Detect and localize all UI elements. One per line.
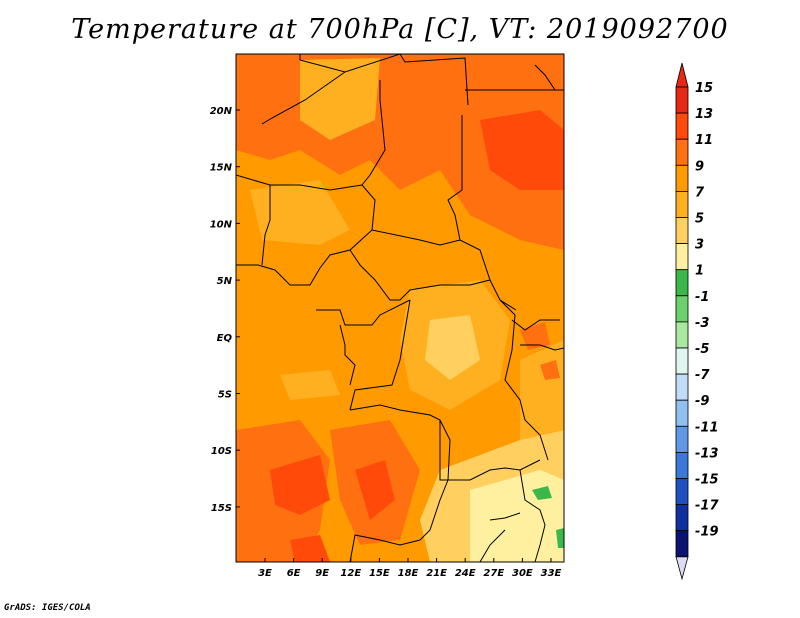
lon-tick-label: 27E xyxy=(483,568,504,579)
map-title: Temperature at 700hPa [C], VT: 201909270… xyxy=(71,14,729,45)
colorbar-label: -3 xyxy=(695,316,709,331)
colorbar-label: -13 xyxy=(695,446,719,461)
colorbar-label: -5 xyxy=(695,342,709,357)
country-borders xyxy=(236,54,564,562)
colorbar-under-triangle xyxy=(675,556,689,581)
colorbar-swatch xyxy=(675,399,689,427)
lat-tick-label: 5S xyxy=(218,390,232,401)
colorbar-label: 13 xyxy=(695,107,713,122)
lon-tick-label: 9E xyxy=(315,568,329,579)
colorbar-swatch xyxy=(675,112,689,140)
colorbar-swatch xyxy=(675,530,689,558)
lon-tick-label: 33E xyxy=(541,568,562,579)
colorbar-swatch xyxy=(675,138,689,166)
grads-credit: GrADS: IGES/COLA xyxy=(4,603,91,613)
colorbar-label: -15 xyxy=(695,473,719,488)
colorbar-swatch xyxy=(675,243,689,271)
lon-tick-label: 24E xyxy=(455,568,476,579)
colorbar-label: -9 xyxy=(695,394,709,409)
lon-tick-label: 18E xyxy=(398,568,419,579)
colorbar-over-triangle xyxy=(675,62,689,88)
longitude-axis: 3E 6E 9E 12E 15E 18E 21E 24E 27E 30E 33E xyxy=(258,558,562,579)
lat-tick-label: 15N xyxy=(210,163,233,174)
colorbar-label: -17 xyxy=(695,499,719,514)
lat-tick-label: 10N xyxy=(210,219,233,230)
colorbar-label: 5 xyxy=(695,212,704,227)
lat-tick-label: 10S xyxy=(211,446,232,457)
colorbar-swatch xyxy=(675,269,689,297)
lon-tick-label: 3E xyxy=(258,568,272,579)
colorbar-swatch xyxy=(675,295,689,323)
lat-tick-label: 5N xyxy=(217,276,233,287)
map-frame xyxy=(235,53,565,563)
lon-tick-label: 12E xyxy=(340,568,361,579)
colorbar-swatch xyxy=(675,478,689,506)
colorbar-swatch xyxy=(675,451,689,479)
colorbar: 15 13 11 9 7 5 3 1 -1 -3 -5 -7 -9 -11 -13 -15 -17 -19 xyxy=(675,62,719,581)
colorbar-label: 15 xyxy=(695,81,713,96)
lon-tick-label: 15E xyxy=(369,568,390,579)
lon-tick-label: 30E xyxy=(512,568,533,579)
colorbar-swatch xyxy=(675,190,689,218)
colorbar-swatch xyxy=(675,217,689,245)
colorbar-label: -19 xyxy=(695,525,719,540)
colorbar-label: 9 xyxy=(695,159,704,174)
colorbar-swatch xyxy=(675,321,689,349)
colorbar-swatch xyxy=(675,373,689,401)
colorbar-swatch xyxy=(675,86,689,114)
colorbar-label: -7 xyxy=(695,368,710,383)
lat-tick-label: 20N xyxy=(210,106,233,117)
temperature-field xyxy=(236,54,564,562)
colorbar-swatch xyxy=(675,504,689,532)
colorbar-label: -1 xyxy=(695,290,709,305)
colorbar-swatch xyxy=(675,164,689,192)
lat-tick-label: EQ xyxy=(217,333,233,344)
colorbar-label: 11 xyxy=(695,133,713,148)
colorbar-label: 7 xyxy=(695,185,705,200)
lon-tick-label: 6E xyxy=(287,568,301,579)
colorbar-label: 1 xyxy=(695,264,704,279)
lon-tick-label: 21E xyxy=(426,568,447,579)
colorbar-swatch xyxy=(675,425,689,453)
lat-tick-label: 15S xyxy=(211,503,232,514)
colorbar-label: -11 xyxy=(695,420,719,435)
colorbar-label: 3 xyxy=(695,238,704,253)
colorbar-swatch xyxy=(675,347,689,375)
latitude-axis: 20N 15N 10N 5N EQ 5S 10S 15S xyxy=(210,106,240,514)
